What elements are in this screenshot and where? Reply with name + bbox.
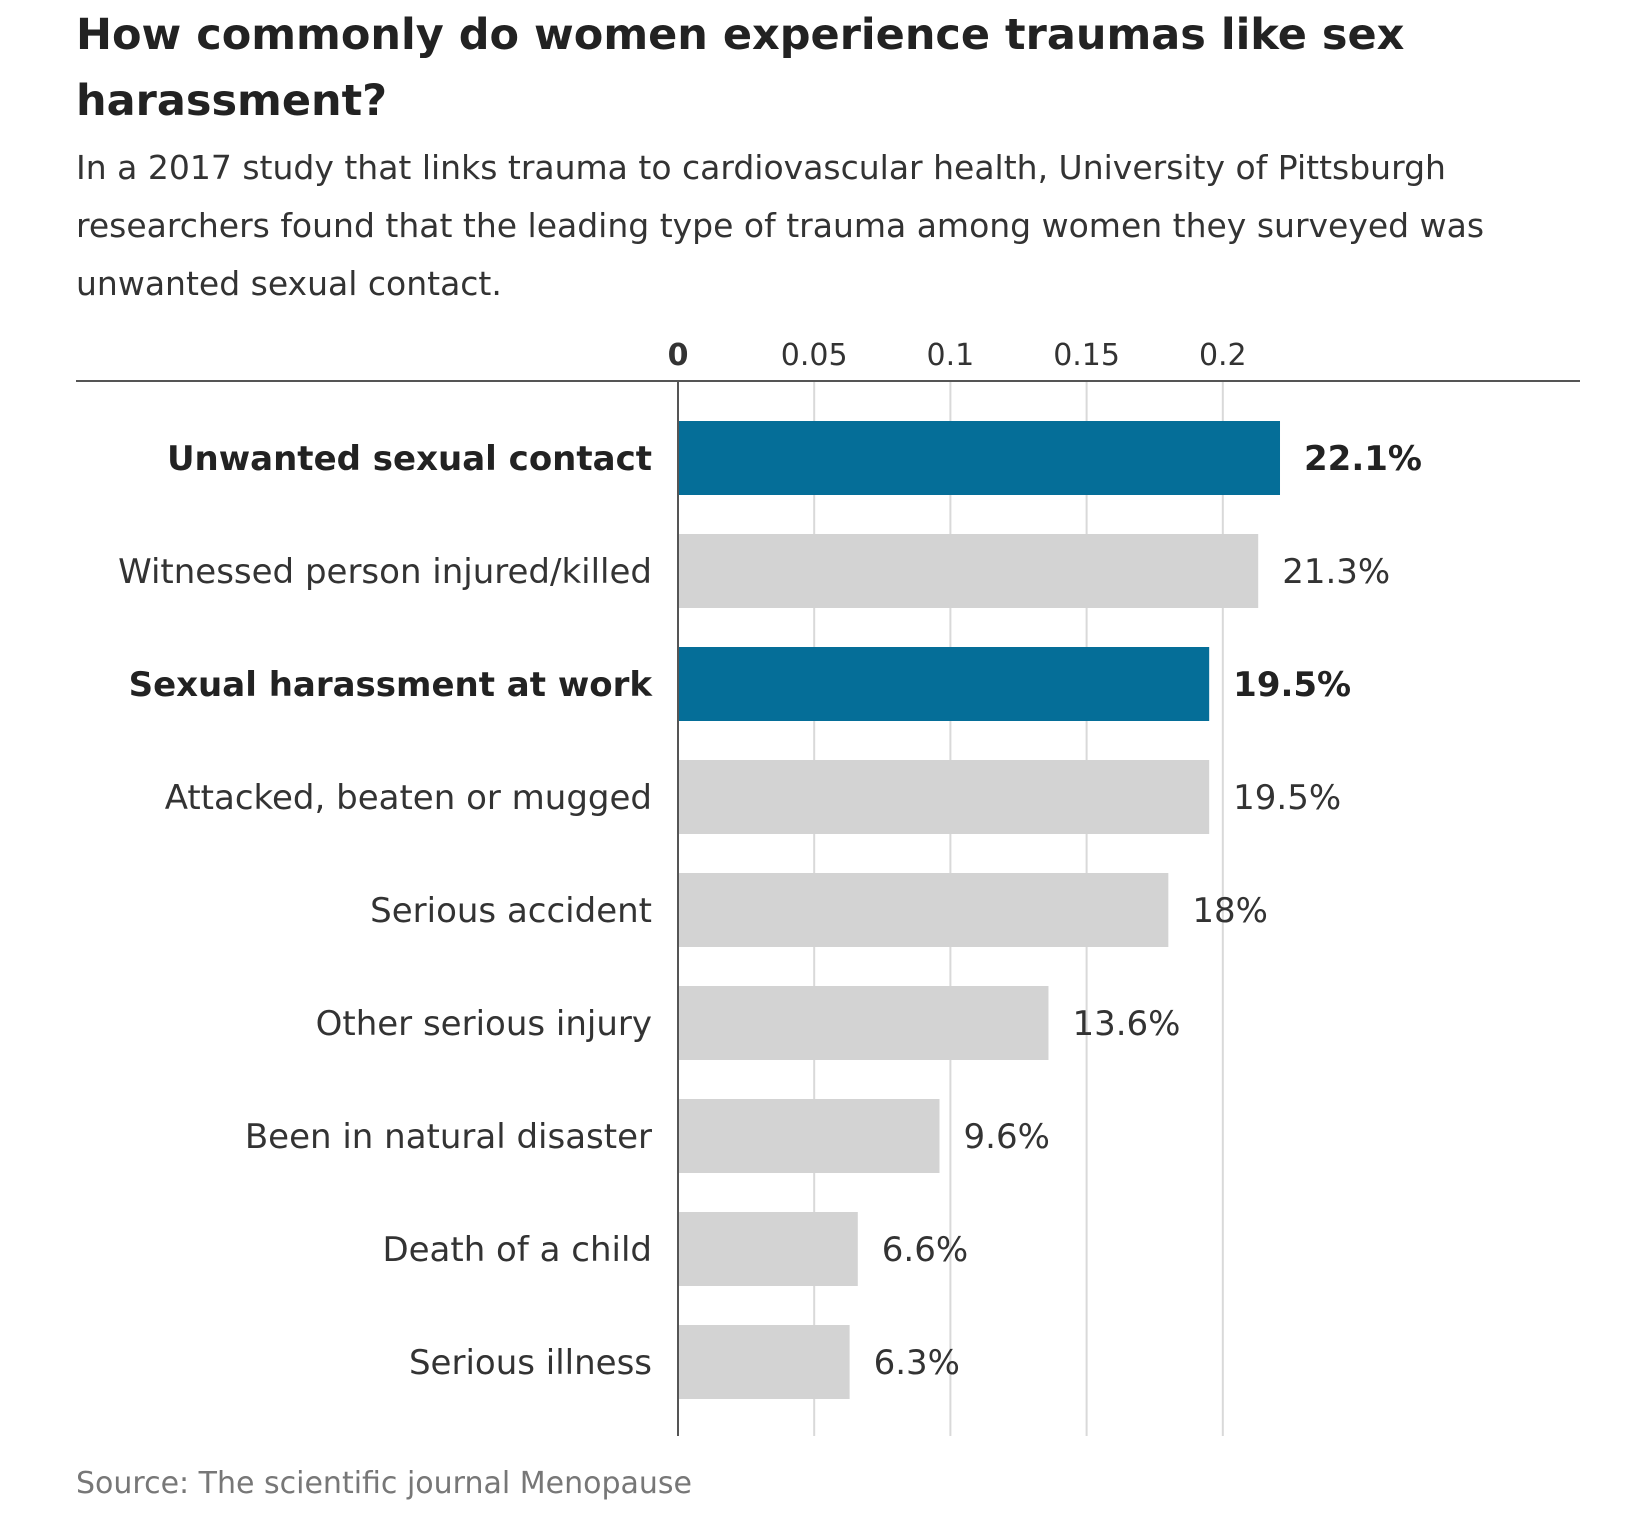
bar [678, 760, 1210, 834]
x-axis-ticks: 0 0.05 0.1 0.15 0.2 [668, 338, 1247, 373]
bar [678, 873, 1169, 947]
category-label: Sexual harassment at work [129, 665, 654, 705]
category-label: Unwanted sexual contact [167, 439, 652, 479]
bar [678, 1325, 850, 1399]
data-label: 21.3% [1282, 552, 1390, 592]
chart-subtitle: In a 2017 study that links trauma to car… [76, 148, 1485, 303]
bar [678, 421, 1281, 495]
x-tick-label: 0.1 [927, 338, 975, 373]
data-label: 6.6% [882, 1230, 968, 1270]
data-label: 19.5% [1233, 665, 1351, 705]
data-label: 13.6% [1072, 1004, 1180, 1044]
bars [678, 421, 1281, 1399]
chart-title: How commonly do women experience traumas… [76, 10, 1405, 126]
bar [678, 1212, 858, 1286]
data-label: 9.6% [964, 1117, 1050, 1157]
value-labels: 22.1% 21.3% 19.5% 19.5% 18% 13.6% 9.6% 6.6% 6.3% [874, 439, 1422, 1383]
bar [678, 1099, 940, 1173]
category-label: Been in natural disaster [245, 1117, 652, 1157]
category-label: Attacked, beaten or mugged [165, 778, 652, 818]
source-note: Source: The scientific journal Menopause [76, 1466, 692, 1501]
data-label: 22.1% [1304, 439, 1422, 479]
bar [678, 534, 1259, 608]
x-tick-label: 0 [668, 338, 689, 373]
data-label: 18% [1192, 891, 1268, 931]
data-label: 6.3% [874, 1343, 960, 1383]
x-tick-label: 0.15 [1053, 338, 1120, 373]
category-label: Witnessed person injured/killed [118, 552, 652, 592]
bar [678, 647, 1210, 721]
data-label: 19.5% [1233, 778, 1341, 818]
x-tick-label: 0.2 [1199, 338, 1247, 373]
bar [678, 986, 1049, 1060]
category-label: Other serious injury [316, 1004, 652, 1044]
category-label: Death of a child [382, 1230, 652, 1270]
x-tick-label: 0.05 [781, 338, 848, 373]
bar-chart: 0 0.05 0.1 0.15 0.2 Unwanted sexual contact W… [76, 338, 1580, 1436]
category-labels: Unwanted sexual contact Witnessed person … [118, 439, 653, 1383]
category-label: Serious accident [370, 891, 652, 931]
category-label: Serious illness [409, 1343, 652, 1383]
